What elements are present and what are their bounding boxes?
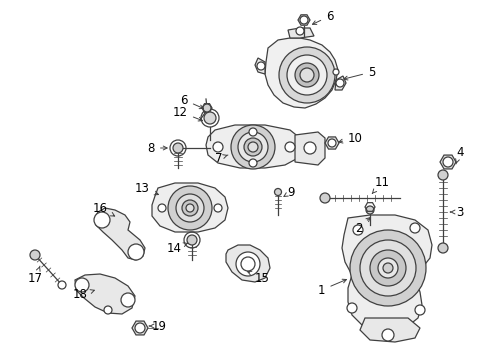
Circle shape — [295, 27, 304, 35]
Text: 9: 9 — [284, 185, 294, 198]
Text: 6: 6 — [312, 9, 333, 24]
Text: 5: 5 — [343, 66, 375, 80]
Circle shape — [437, 170, 447, 180]
Circle shape — [104, 306, 112, 314]
Circle shape — [286, 55, 326, 95]
Circle shape — [369, 250, 405, 286]
Circle shape — [182, 200, 198, 216]
Text: 6: 6 — [180, 94, 203, 109]
Circle shape — [168, 186, 212, 230]
Circle shape — [359, 240, 415, 296]
Circle shape — [214, 204, 222, 212]
Polygon shape — [264, 38, 337, 108]
Circle shape — [176, 194, 203, 222]
Circle shape — [158, 204, 165, 212]
Text: 11: 11 — [371, 175, 389, 193]
Polygon shape — [287, 28, 313, 38]
Circle shape — [257, 62, 264, 70]
Polygon shape — [75, 274, 135, 314]
Polygon shape — [95, 208, 145, 260]
Text: 8: 8 — [147, 141, 167, 154]
Circle shape — [442, 157, 452, 167]
Circle shape — [285, 142, 294, 152]
Circle shape — [203, 104, 210, 112]
Circle shape — [304, 142, 315, 154]
Circle shape — [248, 159, 257, 167]
Polygon shape — [359, 318, 419, 342]
Text: 15: 15 — [247, 271, 269, 284]
Circle shape — [236, 252, 260, 276]
Text: 1: 1 — [317, 279, 346, 297]
Circle shape — [437, 243, 447, 253]
Circle shape — [327, 139, 335, 147]
Circle shape — [58, 281, 66, 289]
Circle shape — [377, 258, 397, 278]
Text: 19: 19 — [149, 320, 167, 333]
Polygon shape — [225, 245, 269, 282]
Polygon shape — [205, 125, 302, 168]
Circle shape — [381, 329, 393, 341]
Circle shape — [230, 125, 274, 169]
Polygon shape — [254, 58, 264, 74]
Polygon shape — [341, 215, 431, 330]
Circle shape — [352, 225, 362, 235]
Circle shape — [409, 223, 419, 233]
Circle shape — [185, 204, 194, 212]
Text: 16: 16 — [93, 202, 114, 216]
Polygon shape — [202, 104, 212, 112]
Circle shape — [274, 189, 281, 195]
Circle shape — [299, 16, 307, 24]
Circle shape — [332, 69, 338, 75]
Circle shape — [173, 143, 183, 153]
Circle shape — [241, 257, 254, 271]
Circle shape — [365, 206, 373, 214]
Polygon shape — [152, 183, 227, 232]
Polygon shape — [325, 137, 338, 149]
Polygon shape — [439, 155, 455, 169]
Circle shape — [319, 193, 329, 203]
Text: 10: 10 — [338, 131, 362, 144]
Polygon shape — [132, 321, 148, 335]
Circle shape — [299, 68, 313, 82]
Circle shape — [247, 142, 258, 152]
Circle shape — [279, 47, 334, 103]
Circle shape — [346, 303, 356, 313]
Polygon shape — [294, 132, 325, 165]
Circle shape — [294, 63, 318, 87]
Text: 14: 14 — [167, 242, 187, 255]
Text: 13: 13 — [135, 181, 158, 195]
Circle shape — [121, 293, 135, 307]
Circle shape — [94, 212, 110, 228]
Text: 12: 12 — [173, 105, 202, 121]
Text: 17: 17 — [28, 266, 43, 284]
Circle shape — [248, 128, 257, 136]
Polygon shape — [334, 76, 346, 90]
Circle shape — [335, 79, 343, 87]
Text: 3: 3 — [449, 206, 463, 219]
Polygon shape — [297, 15, 309, 25]
Circle shape — [238, 132, 267, 162]
Circle shape — [128, 244, 143, 260]
Text: 7: 7 — [215, 152, 227, 165]
Circle shape — [135, 323, 145, 333]
Circle shape — [186, 235, 197, 245]
Circle shape — [382, 263, 392, 273]
Circle shape — [203, 112, 216, 124]
Text: 4: 4 — [455, 145, 463, 164]
Circle shape — [244, 138, 262, 156]
Circle shape — [414, 305, 424, 315]
Circle shape — [349, 230, 425, 306]
Circle shape — [213, 142, 223, 152]
Circle shape — [75, 278, 89, 292]
Text: 2: 2 — [354, 217, 369, 234]
Text: 18: 18 — [73, 288, 94, 302]
Circle shape — [30, 250, 40, 260]
